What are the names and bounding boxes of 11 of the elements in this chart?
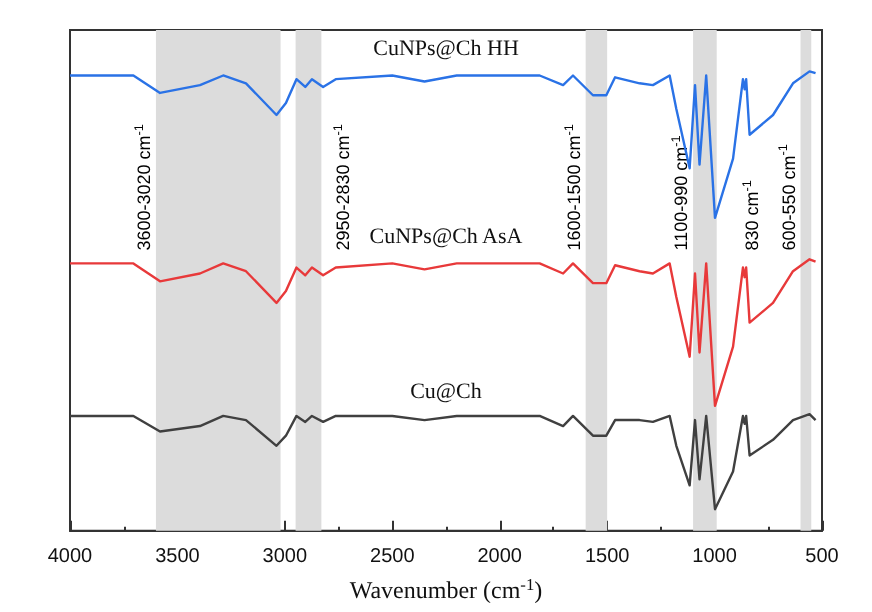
x-tick-label: 3500 (155, 545, 201, 568)
x-tick-label: 2000 (477, 545, 523, 568)
series-label: Cu@Ch (410, 380, 483, 405)
series-label: CuNPs@Ch AsA (369, 225, 523, 250)
x-tick-label: 2500 (370, 545, 416, 568)
x-tick-label: 4000 (47, 545, 94, 568)
x-tick-label: 500 (805, 545, 840, 568)
series-label: CuNPs@Ch HH (373, 37, 519, 62)
x-tick-label: 1000 (692, 545, 738, 568)
x-tick-label: 1500 (584, 545, 631, 568)
x-tick-label: 3000 (262, 545, 308, 568)
